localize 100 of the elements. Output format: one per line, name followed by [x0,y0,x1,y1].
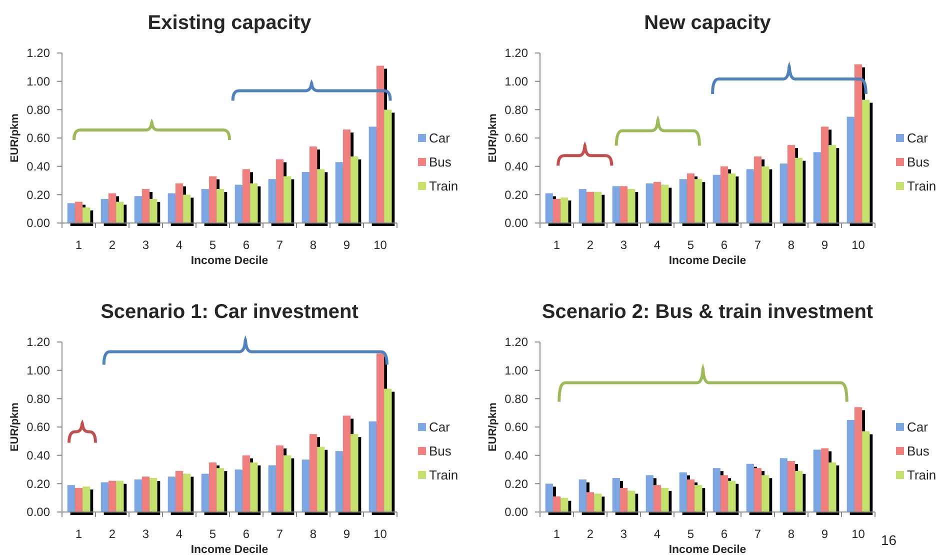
bar [175,470,184,512]
x-tick-label: 9 [821,238,828,252]
legend-label: Train [907,178,936,194]
bar [545,193,553,223]
bar [586,192,594,223]
bar [74,488,83,512]
bar [276,445,284,512]
y-tick-label: 0.60 [504,131,528,146]
y-tick-label: 0.40 [504,448,528,463]
bar [762,166,770,223]
bar [276,159,284,223]
x-tick-label: 1 [553,238,560,252]
bar [712,174,720,223]
bar [612,186,620,223]
legend-label: Train [429,468,458,483]
y-tick-label: 0.40 [26,160,50,174]
bar [620,488,628,512]
x-tick-label: 1 [553,527,560,541]
bar [686,479,695,512]
y-axis-title: EUR/pkm [486,402,499,452]
y-tick-label: 0.00 [504,216,528,230]
bar [108,193,116,223]
bar [646,183,654,223]
x-tick-label: 3 [620,527,628,541]
x-axis-title: Income Decile [668,544,746,555]
bar [780,164,788,223]
bar [284,455,292,512]
y-tick-label: 0.00 [504,505,528,520]
bar [376,353,384,512]
x-tick-label: 2 [586,238,594,252]
bar [234,184,242,223]
x-tick-label: 5 [209,527,216,541]
bar [317,169,325,223]
chart-title: New capacity [644,12,772,34]
bar [653,485,662,512]
y-axis-title: EUR/pkm [8,402,21,452]
bar [317,446,325,512]
x-tick-label: 3 [142,527,150,541]
bar [820,448,829,512]
bar [342,416,351,512]
bar [175,183,184,223]
bar [679,472,687,512]
y-tick-label: 0.40 [504,160,528,174]
bar [754,156,762,223]
bar [828,462,836,512]
bar [694,485,702,512]
y-tick-label: 0.60 [26,420,50,434]
bar [183,194,191,223]
legend-label: Car [429,130,451,146]
y-tick-label: 0.60 [504,420,528,434]
bar [82,207,90,223]
bar [795,470,803,512]
bar [183,474,191,512]
x-tick-label: 9 [821,527,828,541]
x-tick-label: 10 [852,238,866,252]
bar [309,434,318,512]
bar [552,198,561,223]
x-tick-label: 2 [108,527,116,541]
y-tick-label: 1.00 [504,74,528,89]
bar [854,64,862,223]
x-axis-title: Income Decile [190,544,268,555]
x-tick-label: 8 [788,238,795,252]
bar [686,173,695,223]
legend-label: Car [429,420,451,435]
y-tick-label: 0.20 [26,476,50,491]
bar [108,480,116,512]
bar [862,431,870,512]
bar [384,388,392,512]
bar [787,145,796,223]
bar [628,490,636,512]
x-tick-label: 7 [754,527,762,541]
x-tick-label: 10 [852,527,866,541]
bar [552,496,561,512]
bar [302,172,310,223]
x-tick-label: 4 [654,527,661,541]
x-tick-label: 10 [374,238,388,252]
bar [335,451,343,512]
bar [620,186,628,223]
legend-label: Train [907,468,936,483]
bar [82,486,90,512]
y-tick-label: 0.00 [26,505,50,520]
bar [762,475,770,512]
y-tick-label: 1.20 [26,335,50,350]
bar [150,198,158,223]
bar [100,482,108,512]
bar [679,179,687,223]
bar [116,202,124,223]
bar [560,198,568,223]
chart-title: Existing capacity [148,12,312,34]
bar [67,485,75,512]
x-tick-label: 7 [276,527,284,541]
x-tick-label: 3 [142,238,150,252]
x-tick-label: 9 [343,527,350,541]
x-tick-label: 4 [654,238,661,252]
y-tick-label: 0.80 [504,102,528,117]
legend-label: Car [907,420,929,435]
y-tick-label: 0.00 [26,216,50,230]
bar [787,461,796,512]
x-tick-label: 4 [176,238,183,252]
legend-label: Train [429,178,458,194]
